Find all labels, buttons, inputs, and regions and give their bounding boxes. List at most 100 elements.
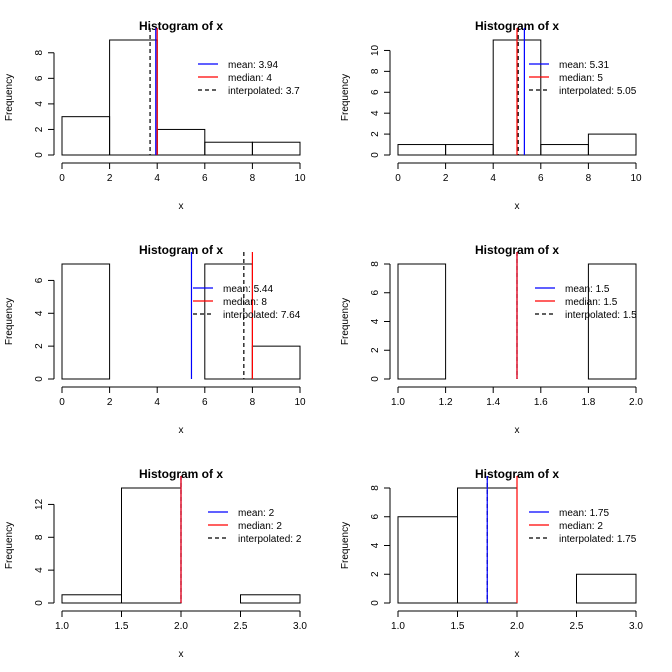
y-tick-label: 6 <box>370 514 381 520</box>
x-tick-label: 2.0 <box>629 397 643 408</box>
histogram-bar <box>492 39 518 156</box>
y-axis-label: Frequency <box>340 522 351 569</box>
x-tick-label: 8 <box>250 397 256 408</box>
legend-label-interpolated: interpolated: 3.7 <box>228 86 300 97</box>
histogram-bar <box>397 144 447 156</box>
histogram-bar <box>251 345 301 380</box>
x-tick-label: 3.0 <box>293 621 307 632</box>
histogram-bar <box>121 487 182 604</box>
y-tick-label: 2 <box>34 126 45 132</box>
chart-panel-5: Histogram of x 1.0 1.5 2.0 2.5 3.0 0 4 8 12 x Frequ… <box>4 467 307 660</box>
legend-label-median: median: 2 <box>238 521 282 532</box>
y-tick-label: 8 <box>34 534 45 540</box>
x-tick-label: 2 <box>443 173 449 184</box>
y-tick-label: 8 <box>34 50 45 56</box>
x-tick-label: 4 <box>154 173 160 184</box>
chart-panel-3: Histogram of x 0 2 4 6 8 10 0 2 4 6 x Frequency mean:… <box>4 243 306 436</box>
x-axis-label: x <box>179 425 184 436</box>
y-tick-label: 2 <box>370 571 381 577</box>
y-tick-label: 4 <box>34 567 45 573</box>
y-tick-label: 8 <box>370 485 381 491</box>
legend-label-interpolated: interpolated: 7.64 <box>223 310 301 321</box>
y-tick-label: 8 <box>370 68 381 74</box>
histogram-bar <box>61 594 122 604</box>
y-tick-label: 2 <box>370 347 381 353</box>
x-tick-label: 10 <box>294 173 306 184</box>
chart-title: Histogram of x <box>475 243 559 257</box>
histogram-bar <box>587 133 637 156</box>
chart-panel-2: Histogram of x 0 2 4 6 8 10 0 2 4 6 8 10 x Frequency me… <box>340 19 642 212</box>
x-tick-label: 1.5 <box>451 621 465 632</box>
chart-title: Histogram of x <box>139 243 223 257</box>
y-tick-label: 4 <box>34 310 45 316</box>
legend-label-median: median: 5 <box>559 73 603 84</box>
x-tick-label: 2 <box>107 173 113 184</box>
y-tick-label: 4 <box>370 110 381 116</box>
legend-label-median: median: 4 <box>228 73 272 84</box>
x-tick-label: 6 <box>538 173 544 184</box>
x-tick-label: 2 <box>107 397 113 408</box>
histogram-bar <box>516 39 542 156</box>
chart-panel-6: Histogram of x 1.0 1.5 2.0 2.5 3.0 0 2 4 6 8 x Frequ… <box>340 467 643 660</box>
x-axis-label: x <box>179 649 184 660</box>
legend-label-mean: mean: 1.75 <box>559 508 609 519</box>
x-tick-label: 8 <box>250 173 256 184</box>
histogram-bar <box>251 141 301 156</box>
y-tick-label: 6 <box>34 277 45 283</box>
x-tick-label: 1.6 <box>534 397 548 408</box>
y-tick-label: 4 <box>34 101 45 107</box>
chart-panel-4: Histogram of x 1.0 1.2 1.4 1.6 1.8 2.0 0 2 4 6 8 x Fr… <box>340 243 643 436</box>
x-tick-label: 1.2 <box>439 397 453 408</box>
x-tick-label: 10 <box>294 397 306 408</box>
y-tick-label: 0 <box>370 376 381 382</box>
x-tick-label: 10 <box>630 173 642 184</box>
x-tick-label: 6 <box>202 397 208 408</box>
x-tick-label: 2.0 <box>510 621 524 632</box>
legend-label-median: median: 1.5 <box>565 297 618 308</box>
y-tick-label: 0 <box>34 600 45 606</box>
legend-label-median: median: 8 <box>223 297 267 308</box>
histogram-bar <box>61 116 111 156</box>
y-tick-label: 2 <box>370 131 381 137</box>
x-tick-label: 2.5 <box>570 621 584 632</box>
x-tick-label: 1.0 <box>391 397 405 408</box>
x-tick-label: 2.0 <box>174 621 188 632</box>
x-axis-label: x <box>179 201 184 212</box>
chart-title: Histogram of x <box>475 467 559 481</box>
histogram-bar <box>240 594 301 604</box>
chart-title: Histogram of x <box>139 19 223 33</box>
x-tick-label: 0 <box>59 397 65 408</box>
y-axis-label: Frequency <box>4 298 15 345</box>
x-tick-label: 0 <box>59 173 65 184</box>
x-tick-label: 8 <box>586 173 592 184</box>
y-axis-label: Frequency <box>4 74 15 121</box>
x-tick-label: 1.0 <box>391 621 405 632</box>
y-tick-label: 0 <box>34 152 45 158</box>
y-tick-label: 0 <box>34 376 45 382</box>
legend-label-mean: mean: 3.94 <box>228 60 278 71</box>
histogram-bar <box>156 128 206 156</box>
legend-label-mean: mean: 5.44 <box>223 284 273 295</box>
y-tick-label: 6 <box>370 290 381 296</box>
x-tick-label: 3.0 <box>629 621 643 632</box>
histogram-bar <box>397 516 458 604</box>
y-tick-label: 12 <box>34 498 45 510</box>
histogram-bar <box>587 263 637 380</box>
x-tick-label: 2.5 <box>234 621 248 632</box>
y-axis-label: Frequency <box>340 74 351 121</box>
y-tick-label: 4 <box>370 318 381 324</box>
y-tick-label: 8 <box>370 261 381 267</box>
histogram-bar <box>445 144 494 156</box>
legend-label-mean: mean: 5.31 <box>559 60 609 71</box>
y-axis-label: Frequency <box>340 298 351 345</box>
chart-panel-1: Histogram of x 0 2 4 6 8 10 0 2 4 6 8 x Frequency mean… <box>4 19 306 212</box>
x-axis-label: x <box>515 425 520 436</box>
histogram-bar <box>61 263 111 380</box>
legend-label-median: median: 2 <box>559 521 603 532</box>
x-tick-label: 1.4 <box>486 397 500 408</box>
y-tick-label: 0 <box>370 600 381 606</box>
x-tick-label: 4 <box>154 397 160 408</box>
x-tick-label: 4 <box>490 173 496 184</box>
legend-label-interpolated: interpolated: 1.75 <box>559 534 637 545</box>
